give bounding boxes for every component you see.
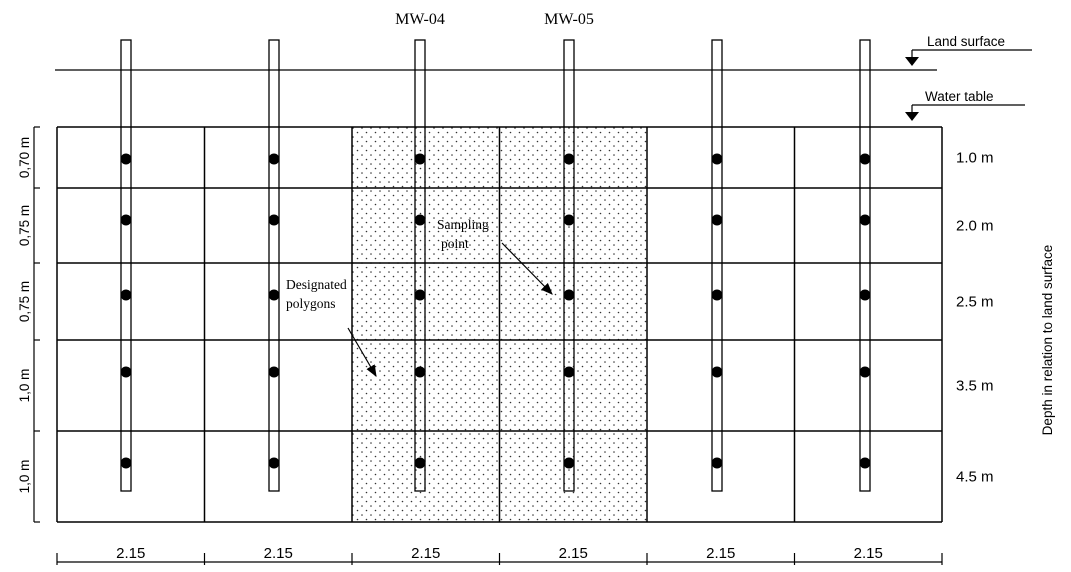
sampling-point <box>268 457 280 469</box>
width-label-4: 2.15 <box>559 545 588 562</box>
sampling-point-annotation: Sampling point <box>437 217 553 295</box>
well-label-3: MW-04 <box>395 11 445 28</box>
sampling-point <box>414 153 426 165</box>
thickness-label-1: 0,70 m <box>17 137 32 178</box>
sampling-point <box>711 289 723 301</box>
sampling-point <box>859 214 871 226</box>
sampling-point <box>711 214 723 226</box>
sampling-point <box>711 457 723 469</box>
sampling-point <box>563 366 575 378</box>
sampling-point <box>120 366 132 378</box>
sampling-point <box>859 457 871 469</box>
water-table-marker: Water table <box>905 89 1025 121</box>
water-table-label: Water table <box>925 89 994 104</box>
sampling-point-label-line1: Sampling <box>437 217 489 232</box>
sampling-point <box>414 214 426 226</box>
sampling-point <box>563 457 575 469</box>
well-label-4: MW-05 <box>544 11 594 28</box>
width-label-1: 2.15 <box>116 545 145 562</box>
designated-polygons-annotation: Designated polygons <box>286 277 377 378</box>
sampling-point-arrow <box>501 242 553 295</box>
sampling-point <box>711 153 723 165</box>
thickness-label-5: 1,0 m <box>17 460 32 494</box>
depth-labels: 1.0 m 2.0 m 2.5 m 3.5 m 4.5 m <box>956 150 994 486</box>
well-casing-2 <box>268 39 280 492</box>
width-label-3: 2.15 <box>411 545 440 562</box>
depth-label-4: 3.5 m <box>956 378 994 395</box>
sampling-point <box>268 214 280 226</box>
designated-polygons-fill <box>352 127 647 522</box>
sampling-point <box>859 153 871 165</box>
sampling-point <box>268 289 280 301</box>
well-casing-5 <box>711 39 723 492</box>
sampling-point <box>120 289 132 301</box>
depth-label-1: 1.0 m <box>956 150 994 167</box>
sampling-point <box>120 214 132 226</box>
thickness-label-3: 0,75 m <box>17 281 32 322</box>
width-scale: 2.15 2.15 2.15 2.15 2.15 2.15 <box>56 545 943 565</box>
land-surface-triangle-icon <box>905 57 919 66</box>
designated-polygon-3 <box>352 127 500 522</box>
depth-label-3: 2.5 m <box>956 294 994 311</box>
well-casing-4 <box>563 39 575 492</box>
sampling-point <box>268 366 280 378</box>
water-table-triangle-icon <box>905 112 919 121</box>
sampling-point <box>414 289 426 301</box>
sampling-point <box>859 366 871 378</box>
sampling-point <box>120 153 132 165</box>
sampling-point <box>563 289 575 301</box>
thickness-label-4: 1,0 m <box>17 369 32 403</box>
polygon-grid <box>56 126 943 523</box>
sampling-point <box>859 289 871 301</box>
sampling-point <box>268 153 280 165</box>
width-label-2: 2.15 <box>264 545 293 562</box>
thickness-label-2: 0,75 m <box>17 205 32 246</box>
sampling-point-label-line2: point <box>441 236 469 251</box>
well-casing-6 <box>859 39 871 492</box>
sampling-point <box>563 153 575 165</box>
designated-polygons-arrow <box>347 327 377 378</box>
depth-label-5: 4.5 m <box>956 469 994 486</box>
designated-polygons-label-line1: Designated <box>286 277 347 292</box>
designated-polygons-label-line2: polygons <box>286 296 336 311</box>
thickness-scale: 0,70 m 0,75 m 0,75 m 1,0 m 1,0 m <box>17 126 40 523</box>
depth-axis-title: Depth in relation to land surface <box>1040 245 1055 436</box>
sampling-point <box>120 457 132 469</box>
sampling-point <box>414 366 426 378</box>
width-label-5: 2.15 <box>706 545 735 562</box>
depth-label-2: 2.0 m <box>956 218 994 235</box>
well-casing-3 <box>414 39 426 492</box>
designated-polygon-4 <box>499 127 647 522</box>
land-surface-label: Land surface <box>927 34 1005 49</box>
monitoring-wells: MW-04 MW-05 <box>120 11 871 492</box>
sampling-point <box>414 457 426 469</box>
sampling-points <box>120 153 871 469</box>
well-casing-1 <box>120 39 132 492</box>
width-label-6: 2.15 <box>854 545 883 562</box>
sampling-point <box>563 214 575 226</box>
land-surface-marker: Land surface <box>55 34 1032 71</box>
sampling-point <box>711 366 723 378</box>
